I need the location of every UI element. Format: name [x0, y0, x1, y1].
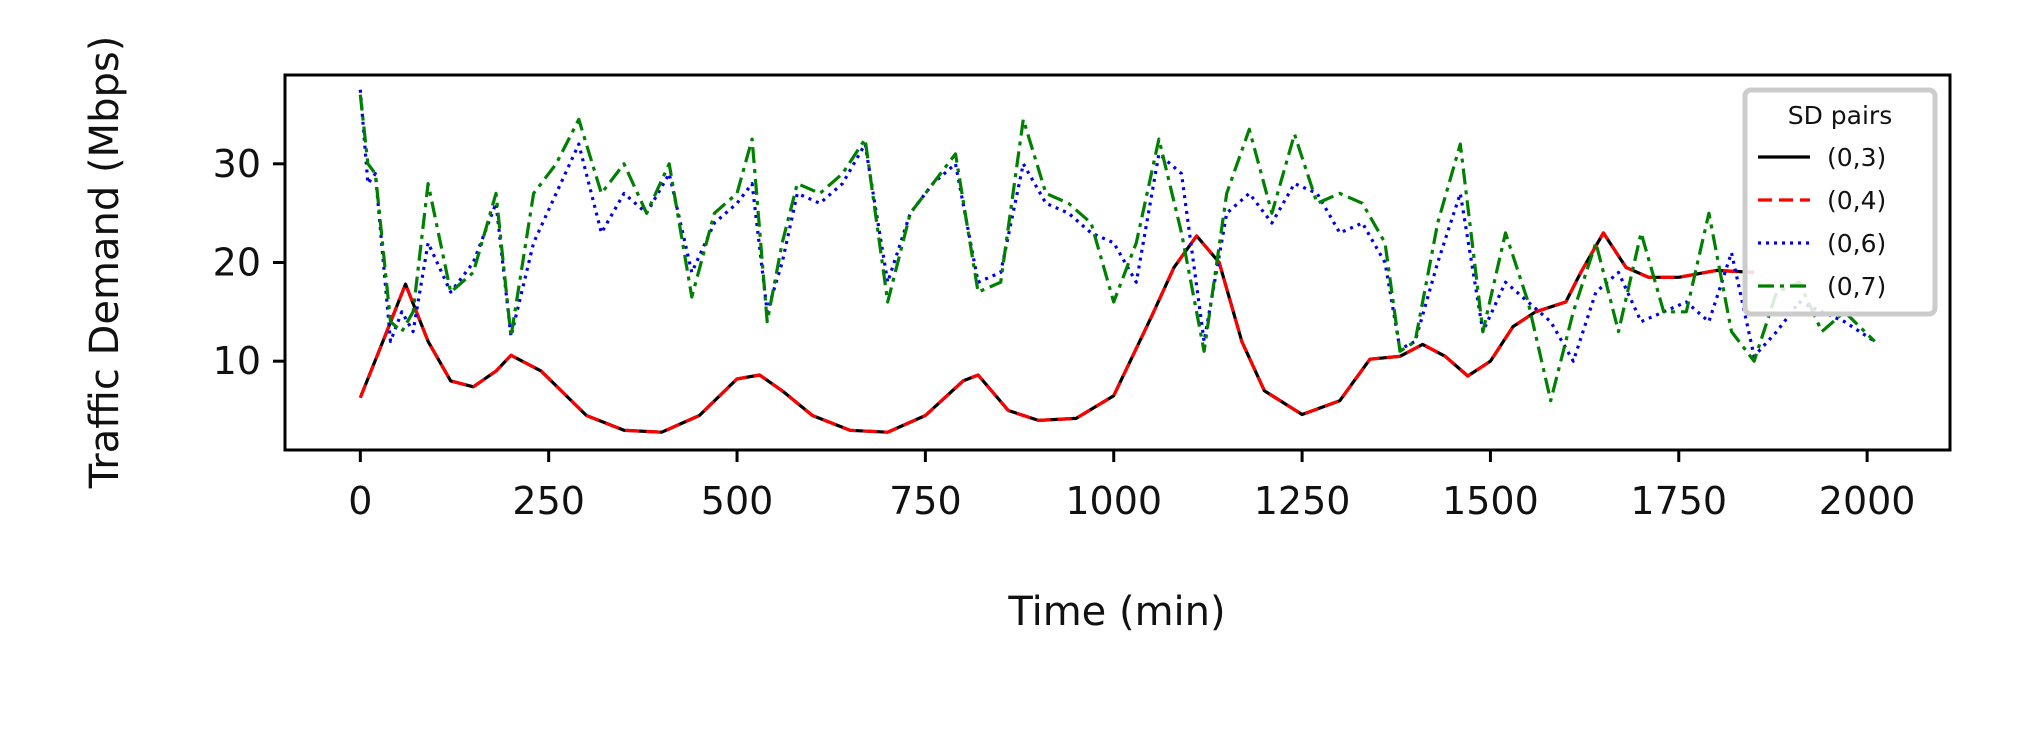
x-tick-label: 1250 [1254, 479, 1351, 523]
x-tick-label: 1500 [1442, 479, 1539, 523]
legend-label-3: (0,7) [1827, 272, 1886, 301]
y-axis: 10 20 30 [213, 142, 285, 383]
series-line-2 [358, 89, 1876, 363]
x-tick-label: 750 [889, 479, 962, 523]
x-tick-label: 0 [348, 479, 372, 523]
x-tick-label: 1750 [1630, 479, 1727, 523]
series-line-3 [358, 94, 1876, 403]
legend-label-1: (0,4) [1827, 186, 1886, 215]
x-tick-label: 250 [512, 479, 585, 523]
y-axis-label: Traffic Demand (Mbps) [82, 36, 128, 490]
series-line-1 [358, 231, 1755, 434]
legend-label-2: (0,6) [1827, 229, 1886, 258]
x-axis-label: Time (min) [1007, 589, 1225, 635]
series-line-0 [358, 231, 1755, 434]
y-tick-label: 30 [213, 142, 261, 186]
y-tick-label: 20 [213, 241, 261, 285]
x-tick-label: 500 [701, 479, 774, 523]
y-tick-label: 10 [213, 339, 261, 383]
plot-frame [283, 73, 1952, 452]
x-axis: 0 250 500 750 1000 1250 1500 1750 2000 [348, 450, 1915, 523]
x-tick-label: 1000 [1065, 479, 1162, 523]
plot-area [283, 73, 1952, 452]
legend-label-0: (0,3) [1827, 143, 1886, 172]
series-lines [358, 89, 1876, 434]
x-tick-label: 2000 [1819, 479, 1916, 523]
legend-box [1742, 87, 1938, 317]
legend: SD pairs (0,3) (0,4) (0,6) (0,7) [1742, 87, 1938, 317]
legend-title: SD pairs [1788, 101, 1893, 130]
